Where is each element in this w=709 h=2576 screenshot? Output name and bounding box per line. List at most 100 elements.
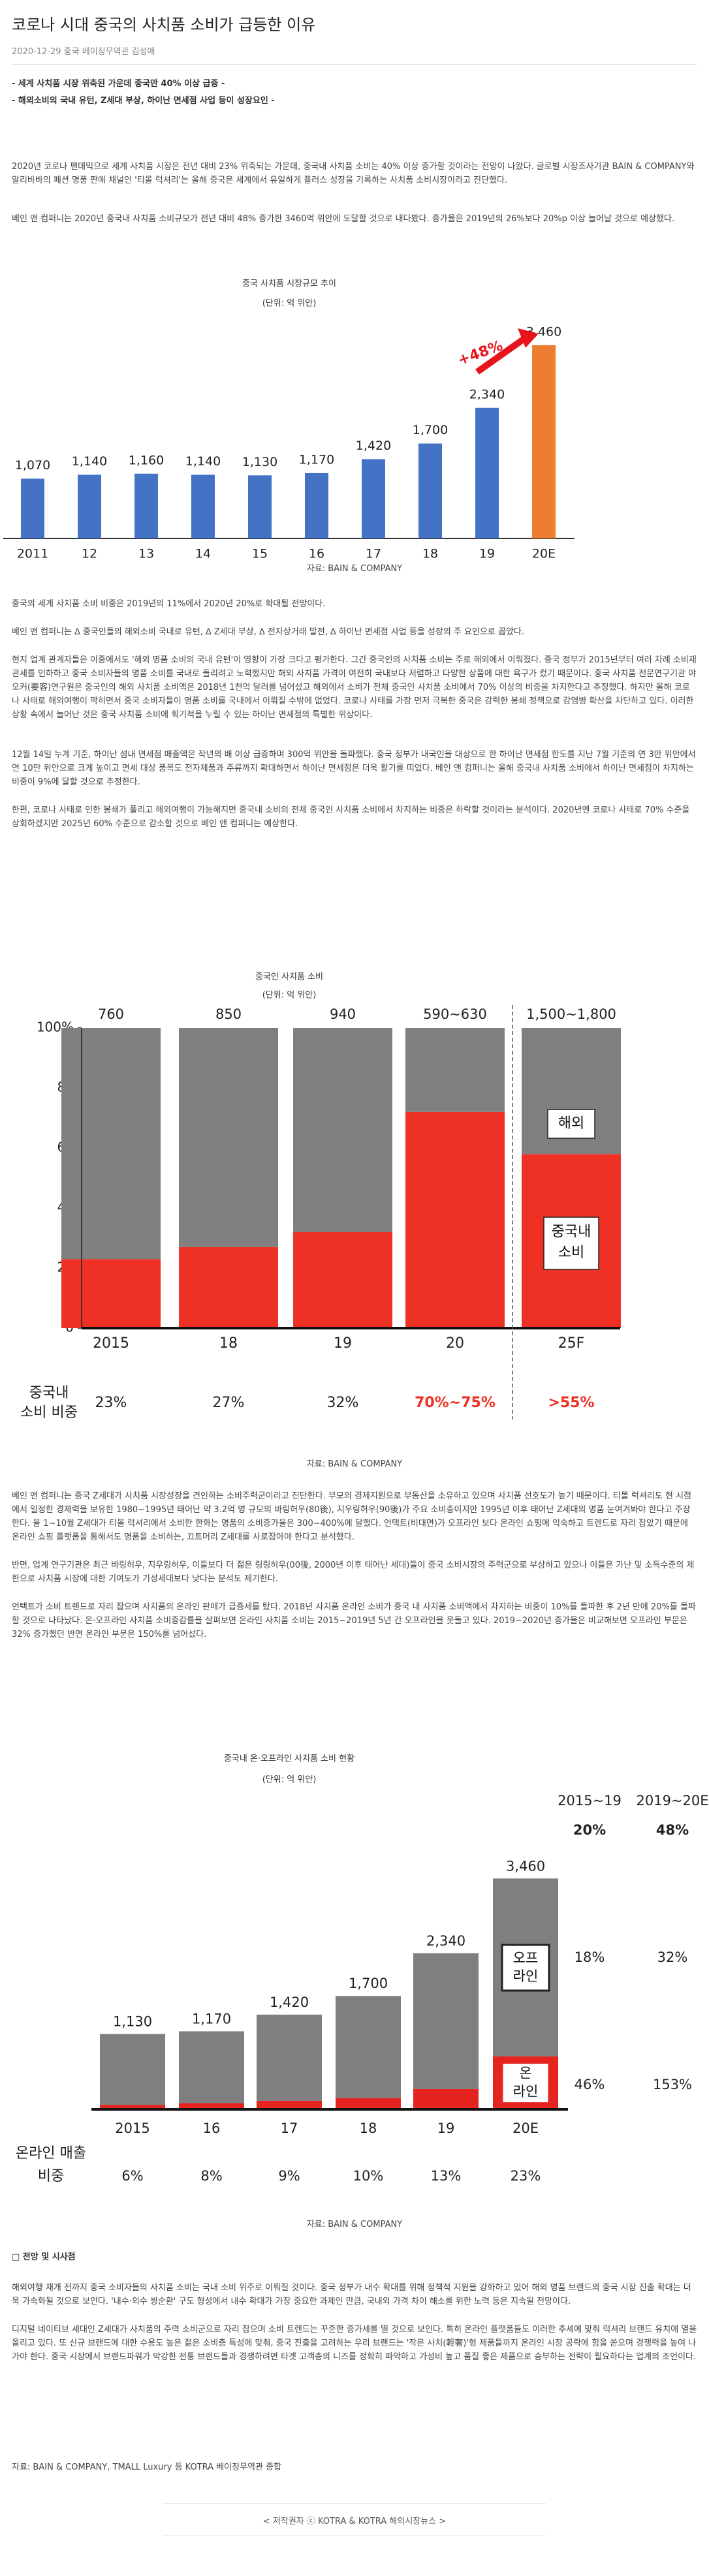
annotation: +48% (456, 337, 505, 369)
x-tick-label: 19 (479, 547, 495, 561)
bar (532, 345, 556, 538)
total-label: 1,500~1,800 (526, 1006, 616, 1022)
x-tick-label: 18 (360, 2120, 377, 2136)
paragraph: 베인 앤 컴퍼니는 ∆ 중국인들의 해외소비 국내로 유턴, ∆ Z세대 부상,… (12, 627, 525, 637)
total-label: 2,340 (426, 1933, 465, 1949)
x-tick-label: 18 (422, 547, 438, 561)
bar-segment (336, 1996, 401, 2098)
growth-value: 46% (575, 2077, 605, 2092)
growth-value: 153% (653, 2077, 692, 2092)
bar (418, 443, 442, 538)
paragraph: 반면, 업계 연구기관은 최근 바링허우, 지우링허우, 이들보다 더 젊은 링… (12, 1560, 695, 1584)
bar-segment (293, 1028, 392, 1232)
x-tick-label: 2011 (17, 547, 48, 561)
section-heading: □ 전망 및 시사점 (12, 2252, 76, 2262)
value-label: 1,700 (413, 423, 448, 437)
bar-segment (405, 1111, 505, 1328)
bar-segment (257, 2100, 322, 2109)
x-tick-label: 13 (138, 547, 154, 561)
value-label: 1,140 (185, 454, 221, 469)
chart: 중국내 온·오프라인 사치품 소비 현황 (단위: 억 위안) 1,130 2015 6… (16, 1754, 709, 2185)
share-label: 27% (213, 1395, 245, 1411)
x-tick-label: 16 (203, 2120, 221, 2136)
series-label: 중국내 소비 (552, 1224, 591, 1261)
bar (248, 475, 272, 538)
x-tick-label: 19 (334, 1335, 352, 1352)
label-box (501, 1944, 550, 1992)
value-label: 1,170 (299, 452, 334, 467)
growth-value: 20% (573, 1822, 606, 1838)
bar-segment (179, 2103, 244, 2109)
bar (362, 459, 385, 538)
share-label: 13% (431, 2168, 462, 2184)
total-label: 760 (98, 1006, 124, 1022)
chart-title: 중국내 온·오프라인 사치품 소비 현황 (224, 1754, 355, 1764)
paragraph: 해외여행 재개 전까지 중국 소비자들의 사치품 소비는 국내 소비 위주로 이… (12, 2283, 691, 2306)
share-label: 70%~75% (415, 1395, 496, 1411)
bar-segment (61, 1259, 161, 1328)
arrow-shaft (475, 335, 526, 375)
article-title: 코로나 시대 중국의 사치품 소비가 급등한 이유 (12, 16, 316, 34)
chart: 중국 사치품 시장규모 추이 (단위: 억 위안) 1,070 2011 1,140 12… (3, 279, 575, 561)
share-label: 9% (278, 2168, 300, 2184)
total-label: 850 (215, 1006, 242, 1022)
x-tick-label: 18 (219, 1335, 238, 1352)
x-tick-label: 12 (82, 547, 97, 561)
value-label: 1,130 (242, 455, 277, 469)
value-label: 1,070 (15, 458, 50, 473)
share-label: 10% (353, 2168, 384, 2184)
growth-header: 2019~20E (636, 1793, 708, 1808)
growth-header: 2015~19 (558, 1793, 622, 1808)
source: 자료: BAIN & COMPANY (306, 564, 403, 574)
label-box (547, 1109, 595, 1139)
bar-segment (61, 1028, 161, 1260)
bar-segment (405, 1028, 505, 1112)
x-tick-label: 19 (437, 2120, 455, 2136)
source: 자료: BAIN & COMPANY (306, 2220, 403, 2229)
summary-line: - 세계 사치품 시장 위축된 가운데 중국만 40% 이상 급증 - (12, 79, 225, 89)
share-title: 중국내 소비 비중 (20, 1385, 78, 1421)
value-label: 1,140 (72, 454, 107, 469)
chart-subtitle: (단위: 억 위안) (262, 991, 317, 1001)
series-label: 해외 (558, 1115, 584, 1132)
paragraph: 베인 앤 컴퍼니는 2020년 중국내 사치품 소비규모가 전년 대비 48% … (12, 214, 675, 224)
x-tick-label: 20E (512, 2120, 539, 2136)
paragraph: 베인 앤 컴퍼니는 중국 Z세대가 사치품 시장성장을 견인하는 소비주력군이라… (12, 1491, 691, 1542)
bar (305, 473, 328, 538)
x-tick-label: 17 (366, 547, 381, 561)
value-label: 1,160 (129, 453, 164, 467)
total-label: 1,130 (113, 2013, 152, 2029)
x-tick-label: 20 (446, 1335, 464, 1352)
paragraph: 한편, 코로나 사태로 인한 봉쇄가 풀리고 해외여행이 가능해지면 중국내 소… (12, 805, 690, 829)
paragraph-block: 베인 앤 컴퍼니는 중국 Z세대가 사치품 시장성장을 견인하는 소비주력군이라… (12, 1489, 697, 1641)
summary-line: - 해외소비의 국내 유턴, Z세대 부상, 하이난 면세점 사업 등이 성장요… (12, 96, 275, 106)
growth-value: 18% (575, 1949, 605, 1965)
share-label: >55% (548, 1395, 594, 1411)
total-label: 940 (330, 1006, 356, 1022)
x-tick-label: 14 (195, 547, 211, 561)
paragraph-block: 2020년 코로나 팬데믹으로 세계 사치품 시장은 전년 대비 23% 위축되… (12, 160, 697, 226)
x-tick-label: 16 (309, 547, 324, 561)
paragraph: 현지 업계 관계자들은 이중에서도 '해외 명품 소비의 국내 유턴'이 영향이… (12, 655, 697, 720)
bar-segment (179, 2031, 244, 2103)
share-label: 6% (121, 2168, 143, 2184)
chart-subtitle: (단위: 억 위안) (262, 299, 317, 309)
copyright: < 저작권자 ⓒ KOTRA & KOTRA 해외시장뉴스 > (262, 2517, 447, 2526)
total-label: 3,460 (506, 1858, 545, 1874)
divider (163, 2503, 546, 2504)
bar (134, 473, 158, 538)
source: 자료: BAIN & COMPANY (306, 1459, 403, 1469)
bar-segment (100, 2105, 165, 2109)
chart-title: 중국 사치품 시장규모 추이 (242, 279, 336, 289)
total-label: 1,170 (192, 2011, 231, 2026)
value-label: 2,340 (469, 387, 505, 401)
share-label: 23% (511, 2168, 541, 2184)
label-box (543, 1217, 599, 1270)
bar-segment (336, 2098, 401, 2109)
share-title: 온라인 매출 비중 (16, 2145, 86, 2184)
share-label: 32% (327, 1395, 359, 1411)
x-tick-label: 25F (558, 1335, 585, 1352)
series-label: 오프 라인 (513, 1950, 539, 1984)
x-tick-label: 15 (252, 547, 268, 561)
